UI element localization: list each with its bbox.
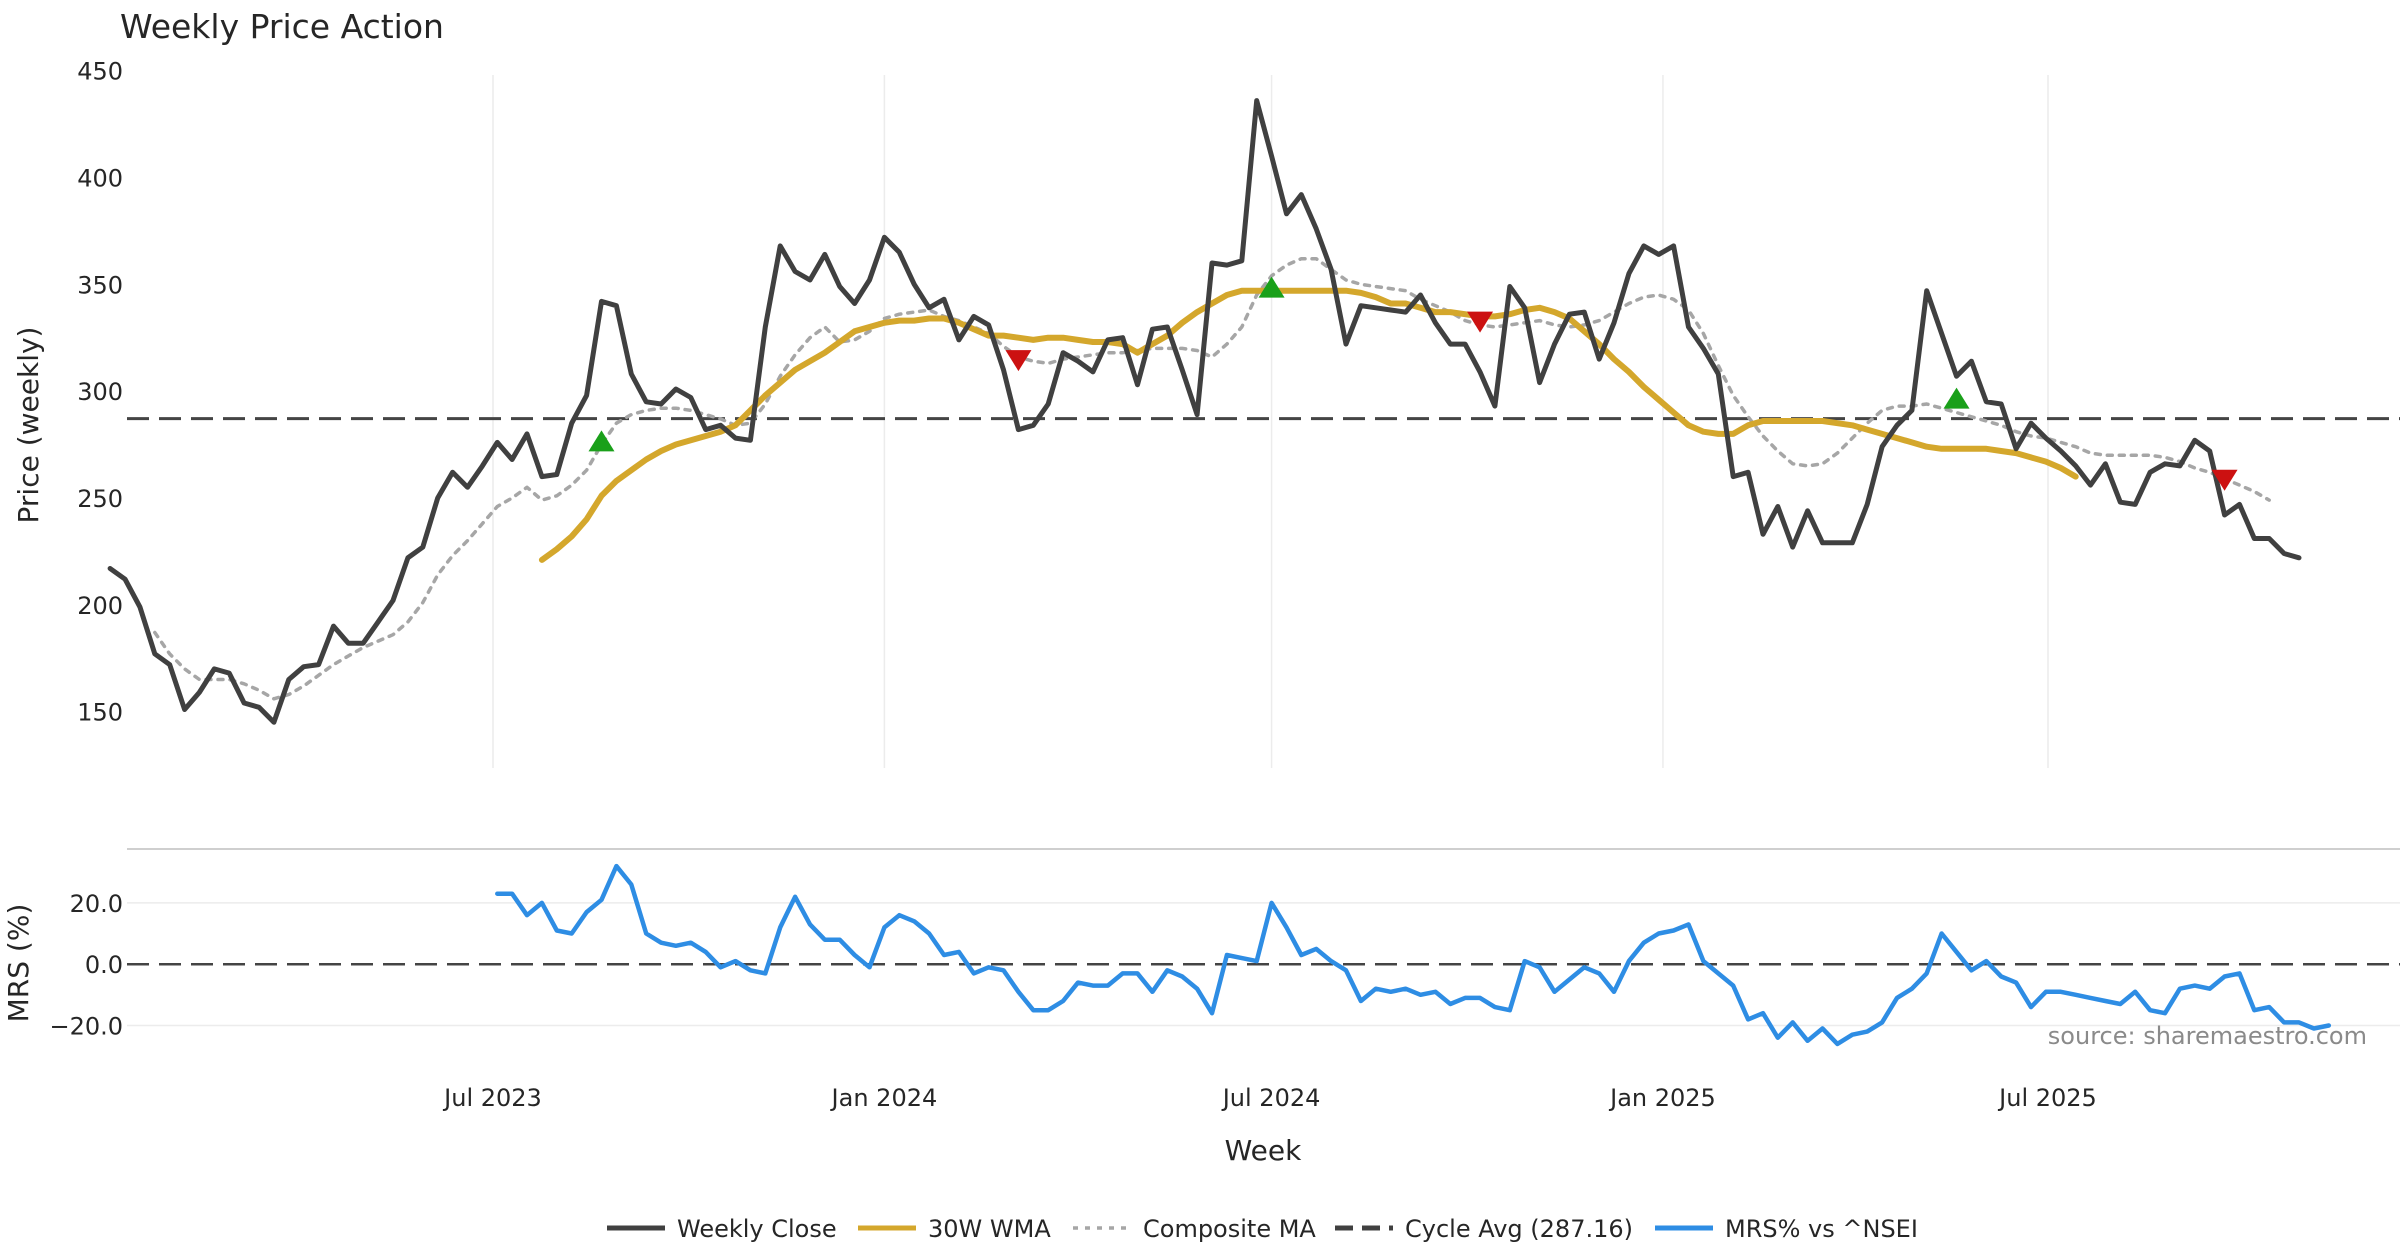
legend-item: Composite MA bbox=[1073, 1215, 1316, 1243]
price-y-ticks: 150 200 250 300 350 400 450 bbox=[77, 58, 123, 727]
buy-signal-marker bbox=[1258, 276, 1285, 298]
x-tick-label: Jan 2024 bbox=[830, 1084, 938, 1112]
mrs-series bbox=[495, 863, 2332, 1047]
composite-ma-line bbox=[153, 256, 2271, 701]
legend-item: 30W WMA bbox=[858, 1215, 1051, 1243]
legend-item: MRS% vs ^NSEI bbox=[1655, 1215, 1918, 1243]
x-tick-label: Jan 2025 bbox=[1608, 1084, 1716, 1112]
price-signals bbox=[588, 276, 2238, 491]
buy-signal-marker bbox=[1943, 387, 1970, 409]
price-y-tick-label: 400 bbox=[77, 165, 123, 193]
mrs-y-tick-label: 0.0 bbox=[85, 951, 123, 979]
price-y-tick-label: 150 bbox=[77, 699, 123, 727]
price-y-tick-label: 300 bbox=[77, 378, 123, 406]
sell-signal-marker bbox=[2211, 469, 2238, 491]
mrs-line bbox=[495, 863, 2332, 1047]
x-tick-label: Jul 2024 bbox=[1221, 1084, 1321, 1112]
sell-signal-marker bbox=[1467, 311, 1494, 333]
x-tick-label: Jul 2025 bbox=[1997, 1084, 2097, 1112]
price-y-tick-label: 450 bbox=[77, 58, 123, 86]
x-ticks: Jul 2023 Jan 2024 Jul 2024 Jan 2025 Jul 2025 bbox=[442, 1084, 2097, 1112]
legend-label: Composite MA bbox=[1143, 1215, 1316, 1243]
legend-label: 30W WMA bbox=[928, 1215, 1051, 1243]
price-y-tick-label: 350 bbox=[77, 271, 123, 299]
legend-item: Weekly Close bbox=[607, 1215, 837, 1243]
mrs-y-ticks: 20.0 0.0 −20.0 bbox=[49, 890, 123, 1041]
legend-label: Cycle Avg (287.16) bbox=[1405, 1215, 1633, 1243]
chart-title: Weekly Price Action bbox=[120, 7, 444, 46]
legend: Weekly Close 30W WMA Composite MA Cycle Avg… bbox=[607, 1215, 1918, 1243]
mrs-y-tick-label: −20.0 bbox=[49, 1012, 123, 1040]
price-series bbox=[107, 98, 2302, 725]
weekly-close-line bbox=[107, 98, 2302, 725]
mrs-y-axis-title: MRS (%) bbox=[2, 904, 35, 1023]
buy-signal-marker bbox=[588, 430, 615, 452]
mrs-y-tick-label: 20.0 bbox=[70, 890, 123, 918]
price-grid bbox=[492, 75, 2049, 768]
source-note: source: sharemaestro.com bbox=[2048, 1022, 2367, 1050]
mrs-panel: 20.0 0.0 −20.0 MRS (%) source: sharemaestr… bbox=[2, 863, 2400, 1050]
mrs-grid bbox=[127, 902, 2400, 1027]
x-axis-title: Week bbox=[1225, 1134, 1302, 1167]
legend-item: Cycle Avg (287.16) bbox=[1335, 1215, 1633, 1243]
price-y-tick-label: 250 bbox=[77, 485, 123, 513]
sell-signal-marker bbox=[1005, 350, 1032, 372]
price-y-axis-title: Price (weekly) bbox=[12, 327, 45, 524]
price-y-tick-label: 200 bbox=[77, 592, 123, 620]
price-panel: 150 200 250 300 350 400 450 Price (weekly) bbox=[12, 58, 2400, 768]
legend-label: Weekly Close bbox=[677, 1215, 837, 1243]
legend-label: MRS% vs ^NSEI bbox=[1725, 1215, 1918, 1243]
x-tick-label: Jul 2023 bbox=[442, 1084, 542, 1112]
wma-30w-line bbox=[538, 287, 2079, 563]
